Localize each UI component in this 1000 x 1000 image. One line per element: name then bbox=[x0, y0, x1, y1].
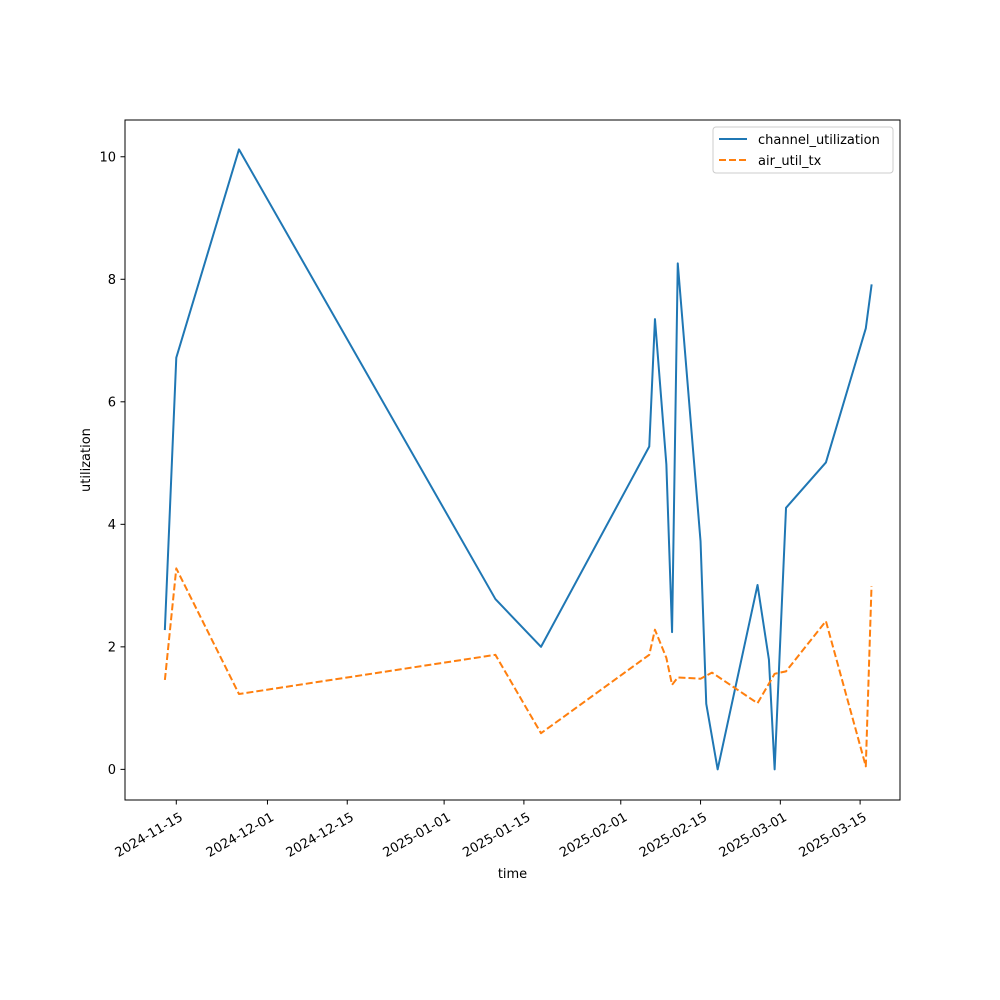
x-axis-label: time bbox=[498, 867, 527, 882]
legend-label-air_util_tx: air_util_tx bbox=[758, 154, 822, 169]
legend-box bbox=[712, 126, 894, 174]
y-tick-label: 8 bbox=[108, 273, 116, 288]
x-tick-label: 2025-01-01 bbox=[381, 810, 454, 861]
series-line-channel_utilization bbox=[163, 148, 873, 771]
y-tick-label: 0 bbox=[108, 763, 116, 778]
x-tick-label: 2025-02-01 bbox=[557, 810, 630, 861]
y-axis-label: utilization bbox=[79, 428, 94, 492]
y-tick-label: 4 bbox=[108, 518, 116, 533]
x-axis: 2024-11-15 2024-12-01 2024-12-15 2025-01-01… bbox=[113, 800, 870, 861]
plot-frame bbox=[124, 119, 901, 801]
x-tick-label: 2025-03-01 bbox=[717, 810, 790, 861]
y-axis: 0 2 4 6 8 10 bbox=[99, 150, 125, 778]
x-tick-label: 2025-01-15 bbox=[460, 810, 533, 861]
x-tick-label: 2024-11-15 bbox=[113, 810, 186, 861]
y-tick-label: 10 bbox=[99, 150, 116, 165]
x-tick-label: 2024-12-01 bbox=[204, 810, 277, 861]
legend-label-channel_utilization: channel_utilization bbox=[758, 133, 880, 148]
x-tick-label: 2025-03-15 bbox=[797, 810, 870, 861]
y-tick-label: 6 bbox=[108, 395, 116, 410]
series-line-air_util_tx bbox=[163, 567, 873, 768]
x-tick-label: 2024-12-15 bbox=[284, 810, 357, 861]
legend: channel_utilization air_util_tx bbox=[712, 126, 894, 174]
series-layer bbox=[163, 148, 873, 771]
y-tick-label: 2 bbox=[108, 640, 116, 655]
x-tick-label: 2025-02-15 bbox=[637, 810, 710, 861]
